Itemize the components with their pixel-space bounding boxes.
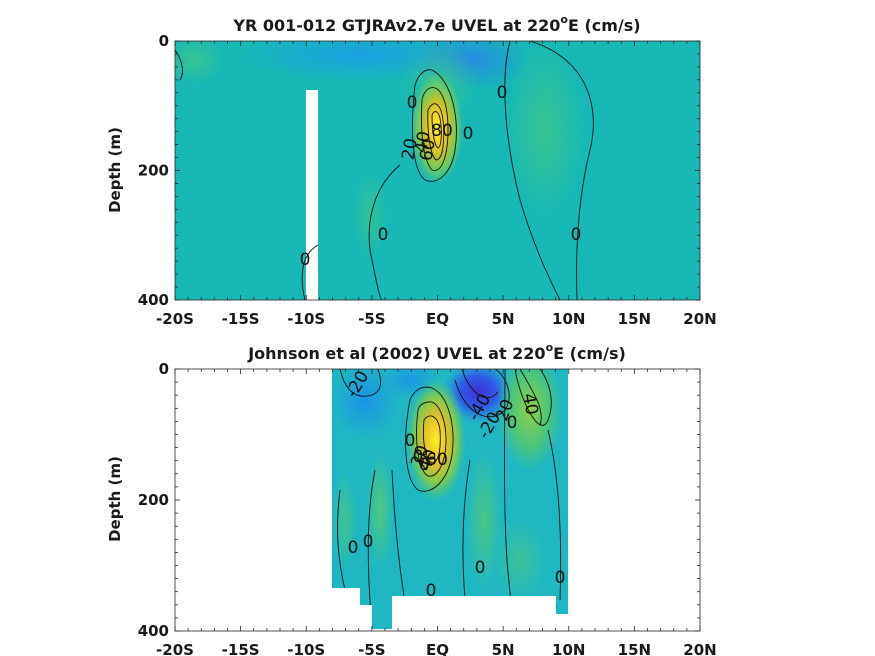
x-tick-label: 10N (552, 641, 585, 656)
y-tick-label: 0 (159, 32, 169, 50)
y-tick-label: 400 (138, 622, 169, 640)
x-tick-label: -10S (287, 641, 325, 656)
y-tick-label: 200 (138, 162, 169, 180)
contour-label: 0 (426, 581, 437, 601)
x-tick-label: -20S (156, 641, 194, 656)
top-y-axis-label: Depth (m) (106, 127, 124, 213)
top-contour-labels: 0 0 0 0 0 0 20 40 60 80 (300, 83, 582, 270)
x-tick-label: 15N (618, 641, 651, 656)
contour-label: 60 (426, 450, 448, 470)
x-tick-label: EQ (426, 310, 449, 328)
contour-label: 0 (463, 124, 474, 144)
x-tick-label: -5S (358, 310, 385, 328)
x-tick-label: 20N (683, 641, 716, 656)
contour-label: 0 (555, 568, 566, 588)
x-tick-label: 5N (492, 641, 515, 656)
y-tick-label: 200 (138, 491, 169, 509)
x-tick-label: -20S (156, 310, 194, 328)
y-tick-label: 0 (159, 360, 169, 378)
contour-label: 40 (411, 130, 434, 155)
x-tick-label: 15N (618, 310, 651, 328)
x-tick-label: -5S (358, 641, 385, 656)
contour-label: 0 (507, 413, 518, 433)
x-tick-label: EQ (426, 641, 449, 656)
contour-label: 0 (405, 431, 416, 451)
x-tick-label: -15S (222, 641, 260, 656)
contour-label: 0 (413, 447, 424, 467)
bottom-chart-title: Johnson et al (2002) UVEL at 220oE (cm/s… (247, 341, 626, 363)
contour-label: 60 (416, 138, 439, 163)
x-tick-label: 5N (492, 310, 515, 328)
contour-label: 0 (497, 83, 508, 103)
contour-label: 0 (378, 225, 389, 245)
contour-label: 0 (300, 250, 311, 270)
contour-label: 0 (419, 455, 430, 475)
x-tick-label: -15S (222, 310, 260, 328)
top-chart-title: YR 001-012 GTJRAv2.7e UVEL at 220oE (cm/… (232, 13, 640, 35)
bottom-y-tick-labels: 0 200 400 (138, 360, 169, 640)
contour-label: 0 (475, 558, 486, 578)
x-tick-label: 10N (552, 310, 585, 328)
x-tick-label: -10S (287, 310, 325, 328)
contour-label: 0 (547, 597, 558, 617)
top-x-tick-labels: -20S -15S -10S -5S EQ 5N 10N 15N 20N (156, 310, 717, 328)
contour-label: 20 (398, 137, 421, 162)
contour-label: 0 (363, 532, 374, 552)
bottom-x-tick-labels: -20S -15S -10S -5S EQ 5N 10N 15N 20N (156, 641, 717, 656)
top-heatmap: 0 0 0 0 0 0 20 40 60 80 (175, 41, 700, 300)
bottom-ticks (174, 368, 701, 632)
contour-label: 0 (407, 93, 418, 113)
top-y-tick-labels: 0 200 400 (138, 32, 169, 309)
contour-label: 40 (518, 392, 541, 417)
x-tick-label: 20N (683, 310, 716, 328)
top-contours (175, 41, 594, 300)
contour-label: 0 (571, 225, 582, 245)
contour-label: 0 (348, 538, 359, 558)
bottom-y-axis-label: Depth (m) (106, 456, 124, 542)
top-panel: YR 001-012 GTJRAv2.7e UVEL at 220oE (cm/… (106, 13, 717, 328)
y-tick-label: 400 (138, 291, 169, 309)
bottom-heatmap: -20 -40 -20 0 20 40 0 0 0 0 0 0 0 0 0 20… (332, 369, 568, 629)
contour-label: 80 (431, 121, 453, 141)
top-ticks (174, 40, 701, 301)
bottom-panel: Johnson et al (2002) UVEL at 220oE (cm/s… (106, 341, 717, 656)
